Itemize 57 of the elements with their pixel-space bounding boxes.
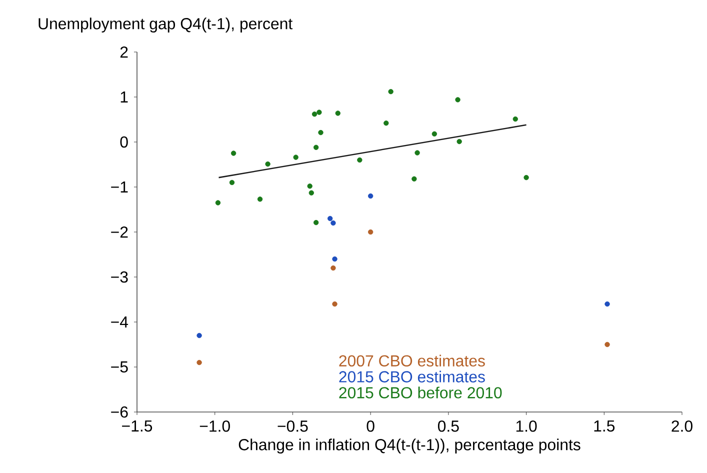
y-tick-label: −5 [111, 361, 128, 373]
point [432, 131, 438, 136]
point [512, 116, 518, 122]
x-tick-label: 0 [366, 420, 374, 432]
point [196, 332, 202, 338]
point [229, 180, 235, 186]
point [318, 130, 324, 136]
point [307, 184, 312, 189]
y-tick-label: −1 [111, 182, 128, 192]
point [313, 220, 319, 226]
y-tick-label: 1 [120, 92, 128, 102]
y-tick-label: 0 [120, 136, 128, 148]
point [313, 144, 319, 150]
x-tick-label: −1.0 [200, 420, 230, 432]
point [456, 138, 462, 144]
point [332, 256, 338, 262]
text: 2015 CBO before 2010 [339, 386, 502, 398]
point [335, 110, 340, 116]
text: 2007 CBO estimates [339, 354, 485, 367]
point [455, 97, 460, 102]
point [308, 190, 314, 196]
point [327, 216, 333, 222]
point [265, 161, 270, 167]
point [293, 154, 298, 160]
point [524, 174, 529, 180]
point [388, 89, 394, 94]
y-tick-label: 2 [120, 46, 128, 58]
y-tick-label: −4 [111, 316, 128, 328]
point [368, 229, 374, 235]
x-tick-label: 1.5 [594, 420, 615, 432]
x-tick-label: −1.5 [122, 420, 152, 432]
point [316, 110, 322, 115]
point [330, 265, 336, 271]
x-tick-label: 2.0 [672, 420, 692, 432]
point [196, 360, 202, 366]
point [330, 220, 336, 226]
point [332, 301, 338, 307]
x-axis-title: Change in inflation Q4(t-(t-1)), percentage points [238, 438, 580, 454]
point [604, 301, 610, 307]
text: 2015 CBO estimates [339, 370, 485, 382]
point [368, 193, 374, 199]
y-axis-title: Unemployment gap Q4(t-1), percent [38, 18, 293, 32]
point [215, 200, 221, 206]
x-tick-label: 1.0 [516, 420, 537, 432]
y-tick-label: −3 [111, 271, 128, 283]
point [230, 150, 236, 156]
x-tick-label: 0.5 [438, 420, 459, 432]
point [312, 112, 318, 117]
point [357, 157, 362, 163]
point [604, 342, 610, 348]
point [257, 196, 263, 202]
point [412, 176, 417, 182]
point [384, 120, 389, 126]
x-tick-label: −0.5 [278, 420, 308, 432]
y-tick-label: −6 [111, 406, 128, 418]
y-tick-label: −2 [111, 226, 128, 238]
point [414, 150, 420, 156]
